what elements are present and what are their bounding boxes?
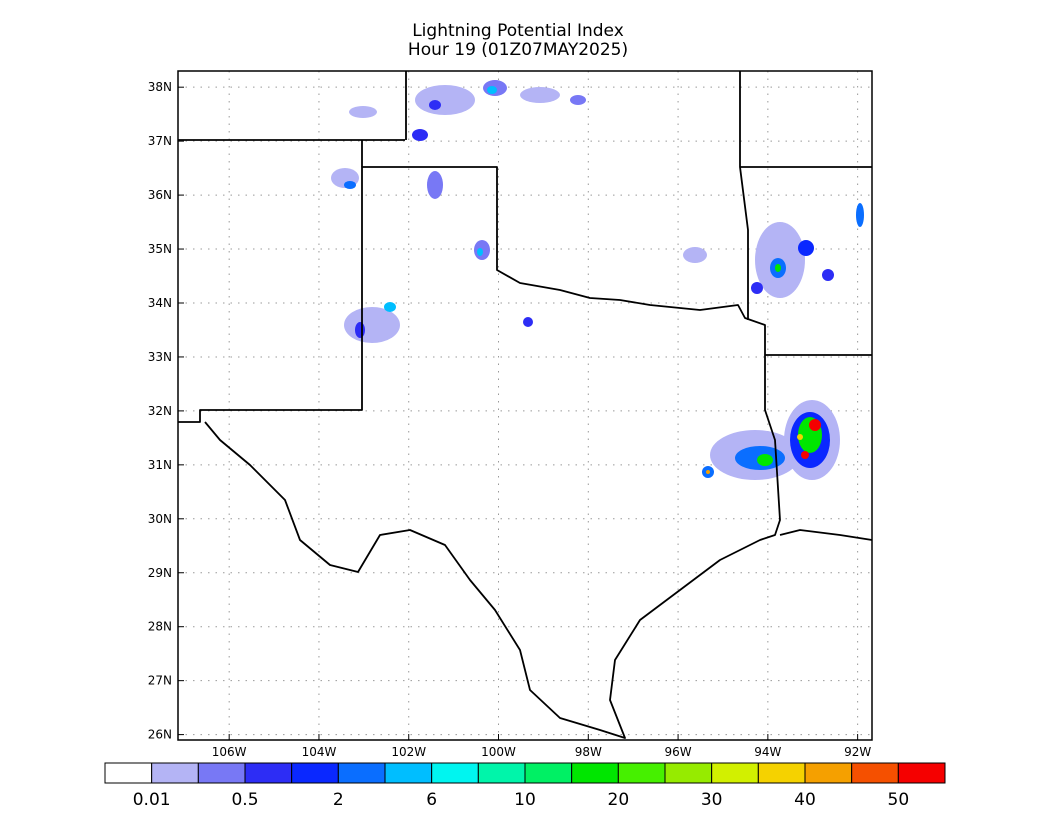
lon-label: 106W xyxy=(212,745,247,759)
lat-label: 30N xyxy=(148,512,172,526)
lat-label: 36N xyxy=(148,188,172,202)
lat-label: 26N xyxy=(148,728,172,742)
lat-label: 27N xyxy=(148,674,172,688)
colorbar-swatch xyxy=(664,762,713,784)
colorbar-swatch xyxy=(197,762,246,784)
colorbar-swatch xyxy=(431,762,479,784)
lat-label: 33N xyxy=(148,350,172,364)
lon-label: 94W xyxy=(754,745,781,759)
lat-label: 37N xyxy=(148,134,172,148)
lon-label: 104W xyxy=(302,745,337,759)
colorbar-label: 20 xyxy=(608,790,630,810)
colorbar-swatch xyxy=(477,762,526,784)
lat-label: 32N xyxy=(148,404,172,418)
colorbar-swatch xyxy=(571,762,619,784)
map-frame xyxy=(177,70,873,741)
lat-label: 35N xyxy=(148,242,172,256)
colorbar-swatch xyxy=(617,762,666,784)
colorbar-label: 6 xyxy=(426,790,437,810)
lat-label: 34N xyxy=(148,296,172,310)
colorbar-swatch xyxy=(104,762,153,784)
colorbar-swatch xyxy=(804,762,853,784)
colorbar: 0.01 0.5 2 6 10 20 30 40 50 xyxy=(104,762,946,810)
boundaries xyxy=(178,71,873,739)
colorbar-label: 50 xyxy=(888,790,910,810)
lat-label: 31N xyxy=(148,458,172,472)
colorbar-swatch xyxy=(291,762,339,784)
colorbar-swatch xyxy=(851,762,899,784)
lon-label: 98W xyxy=(575,745,602,759)
colorbar-swatch xyxy=(711,762,759,784)
colorbar-label: 0.01 xyxy=(133,790,171,810)
colorbar-label: 2 xyxy=(333,790,344,810)
colorbar-label: 30 xyxy=(701,790,723,810)
storm-cells xyxy=(331,80,864,480)
colorbar-label: 40 xyxy=(794,790,816,810)
lat-label: 38N xyxy=(148,80,172,94)
colorbar-swatch xyxy=(757,762,806,784)
subtitle: Hour 19 (01Z07MAY2025) xyxy=(408,40,628,60)
colorbar-swatch xyxy=(384,762,433,784)
colorbar-swatch xyxy=(244,762,293,784)
title: Lightning Potential Index xyxy=(412,21,624,41)
graticule xyxy=(178,71,872,740)
colorbar-label: 0.5 xyxy=(231,790,258,810)
colorbar-swatch xyxy=(151,762,199,784)
colorbar-swatch xyxy=(524,762,573,784)
colorbar-label: 10 xyxy=(514,790,536,810)
lon-label: 102W xyxy=(391,745,426,759)
lon-label: 92W xyxy=(844,745,871,759)
lat-label: 29N xyxy=(148,566,172,580)
lon-label: 96W xyxy=(665,745,692,759)
lon-label: 100W xyxy=(481,745,516,759)
colorbar-swatch xyxy=(337,762,386,784)
lat-label: 28N xyxy=(148,620,172,634)
colorbar-swatch xyxy=(897,762,946,784)
